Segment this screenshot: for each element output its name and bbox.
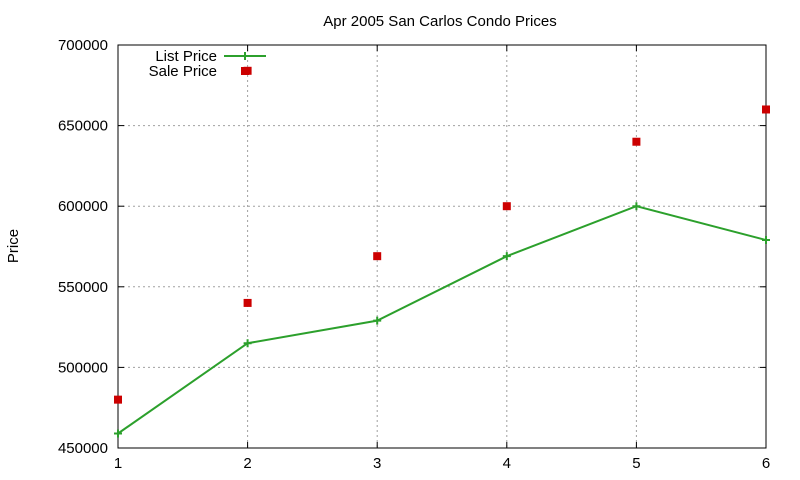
plot-frame bbox=[117, 44, 767, 449]
chart-title: Apr 2005 San Carlos Condo Prices bbox=[323, 13, 556, 30]
legend-label-sale-price: Sale Price bbox=[149, 63, 217, 80]
x-tick-label: 3 bbox=[373, 455, 381, 472]
y-axis-label: Price bbox=[5, 229, 22, 263]
list-price-point bbox=[762, 236, 770, 245]
list-price-point bbox=[632, 202, 641, 211]
x-tick-label: 1 bbox=[114, 455, 122, 472]
grid bbox=[118, 45, 766, 448]
y-tick-label: 450000 bbox=[58, 440, 108, 457]
sale-price-point bbox=[502, 202, 511, 211]
sale-price-point bbox=[632, 137, 641, 146]
legend-marker-sale-price bbox=[241, 67, 249, 75]
sale-price-point bbox=[243, 298, 252, 307]
legend-label-list-price: List Price bbox=[155, 48, 217, 65]
y-tick-label: 650000 bbox=[58, 118, 108, 135]
sale-price-point bbox=[114, 395, 122, 404]
y-tick-label: 550000 bbox=[58, 279, 108, 296]
y-tick-label: 500000 bbox=[58, 359, 108, 376]
x-tick-label: 4 bbox=[503, 455, 511, 472]
list-price-point bbox=[502, 252, 511, 261]
list-price-point bbox=[373, 316, 382, 325]
y-tick-label: 700000 bbox=[58, 37, 108, 54]
list-price-point bbox=[243, 339, 252, 348]
legend-marker-list-price bbox=[241, 52, 249, 60]
sale-price-point bbox=[762, 105, 770, 114]
x-tick-label: 2 bbox=[243, 455, 251, 472]
list-price-line bbox=[117, 205, 767, 435]
legend: List Price Sale Price bbox=[149, 48, 266, 80]
axis-ticks: 1 2 3 4 5 6 450000 500000 550000 600000 650000 7000… bbox=[58, 37, 770, 472]
list-price-point bbox=[114, 429, 122, 438]
x-tick-label: 5 bbox=[632, 455, 640, 472]
series bbox=[114, 66, 770, 438]
x-tick-label: 6 bbox=[762, 455, 770, 472]
sale-price-point bbox=[373, 252, 382, 261]
y-tick-label: 600000 bbox=[58, 198, 108, 215]
